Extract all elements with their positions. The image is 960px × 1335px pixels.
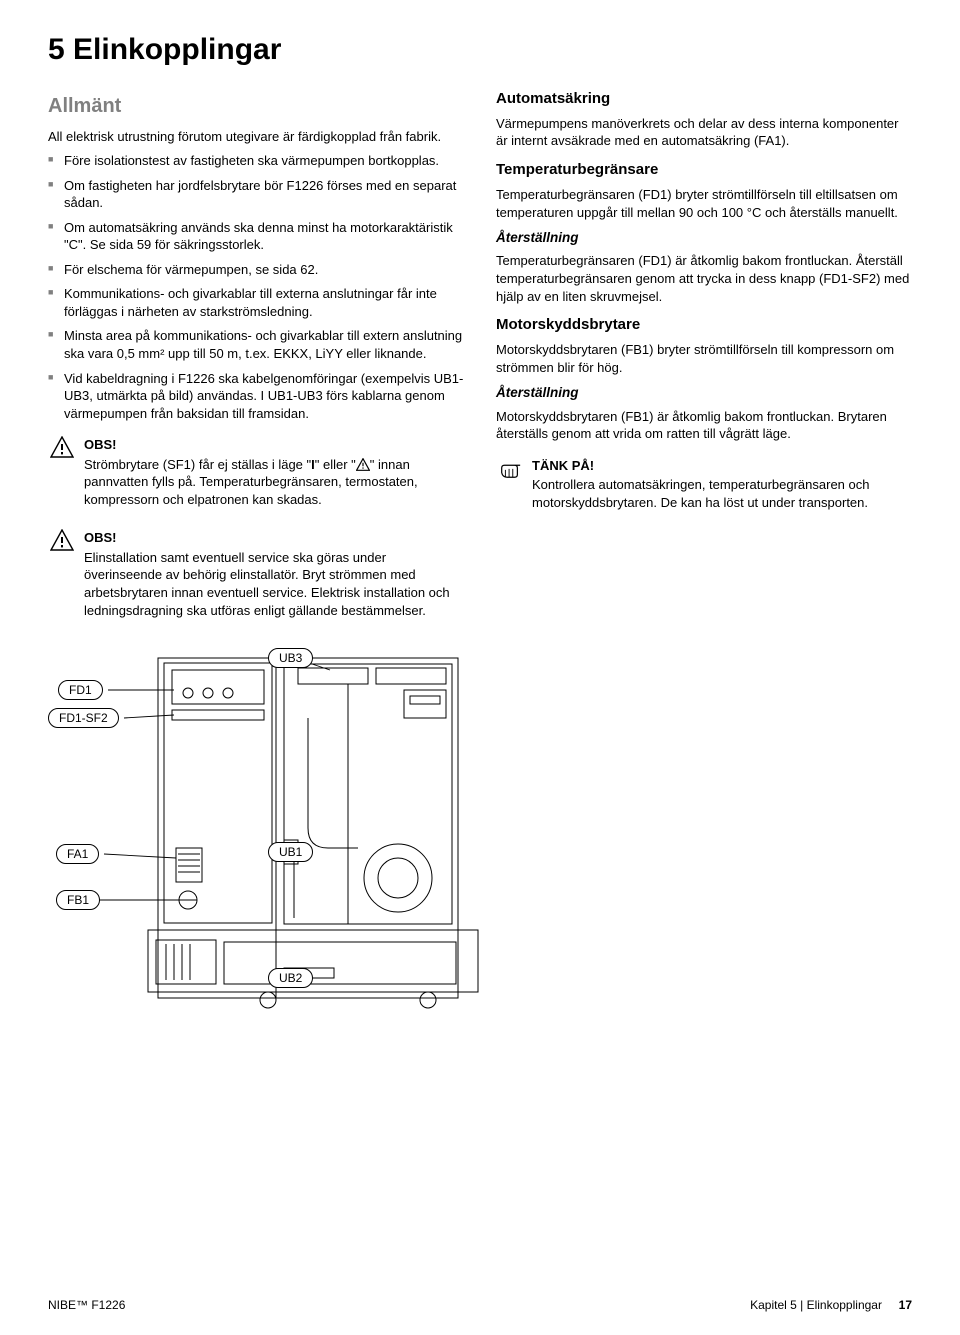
list-item: För elschema för värmepumpen, se sida 62…	[48, 261, 464, 279]
callout-fa1: FA1	[56, 844, 99, 864]
chapter-title-text: Elinkopplingar	[73, 33, 281, 66]
list-item: Minsta area på kommunikations- och givar…	[48, 327, 464, 362]
obs-box-1: OBS! Strömbrytare (SF1) får ej ställas i…	[48, 436, 464, 515]
list-item: Om fastigheten har jordfelsbrytare bör F…	[48, 177, 464, 212]
list-item: Före isolationstest av fastigheten ska v…	[48, 152, 464, 170]
content-columns: Allmänt All elektrisk utrustning förutom…	[48, 89, 912, 637]
tip-title: TÄNK PÅ!	[532, 457, 910, 475]
intro-paragraph: All elektrisk utrustning förutom utegiva…	[48, 128, 464, 146]
footer-page-number: 17	[899, 1298, 912, 1312]
pointing-hand-icon	[498, 457, 522, 479]
tip-box: TÄNK PÅ! Kontrollera automatsäkringen, t…	[496, 457, 912, 519]
footer-chapter: Kapitel 5 | Elinkopplingar	[750, 1298, 882, 1312]
callout-ub1: UB1	[268, 842, 313, 862]
wiring-diagram: FD1 FD1-SF2 FA1 FB1 UB3 UB1 UB2	[48, 648, 912, 1018]
obs-body: OBS! Strömbrytare (SF1) får ej ställas i…	[84, 436, 462, 515]
tip-text: Kontrollera automatsäkringen, temperatur…	[532, 476, 910, 511]
heading-motorskyddsbrytare: Motorskyddsbrytare	[496, 315, 912, 335]
obs-text: Elinstallation samt eventuell service sk…	[84, 549, 462, 619]
bullet-list: Före isolationstest av fastigheten ska v…	[48, 152, 464, 422]
tip-body: TÄNK PÅ! Kontrollera automatsäkringen, t…	[532, 457, 910, 519]
heading-automatsakring: Automatsäkring	[496, 89, 912, 109]
obs-text-b: " eller "	[315, 457, 356, 472]
obs-text-a: Strömbrytare (SF1) får ej ställas i läge…	[84, 457, 311, 472]
paragraph: Värmepumpens manöverkrets och delar av d…	[496, 115, 912, 150]
callout-fd1: FD1	[58, 680, 103, 700]
heading-temperaturbegransare: Temperaturbegränsare	[496, 160, 912, 180]
paragraph: Motorskyddsbrytaren (FB1) bryter strömti…	[496, 341, 912, 376]
obs-title: OBS!	[84, 529, 462, 547]
page-title: 5 Elinkopplingar	[48, 30, 912, 71]
list-item: Om automatsäkring används ska denna mins…	[48, 219, 464, 254]
page-footer: NIBE™ F1226 Kapitel 5 | Elinkopplingar 1…	[48, 1297, 912, 1313]
device-line-drawing	[48, 648, 548, 1018]
footer-chapter-page: Kapitel 5 | Elinkopplingar 17	[750, 1297, 912, 1313]
right-column: Automatsäkring Värmepumpens manöverkrets…	[496, 89, 912, 637]
section-allmant: Allmänt	[48, 93, 464, 120]
list-item: Vid kabeldragning i F1226 ska kabelgenom…	[48, 370, 464, 423]
footer-model: NIBE™ F1226	[48, 1297, 125, 1313]
heading-aterstallning-2: Återställning	[496, 384, 912, 402]
paragraph: Temperaturbegränsaren (FD1) bryter ström…	[496, 186, 912, 221]
warning-icon	[50, 436, 74, 458]
warning-icon	[50, 529, 74, 551]
obs-title: OBS!	[84, 436, 462, 454]
callout-fd1-sf2: FD1-SF2	[48, 708, 119, 728]
obs-text: Strömbrytare (SF1) får ej ställas i läge…	[84, 456, 462, 509]
callout-ub2: UB2	[268, 968, 313, 988]
list-item: Kommunikations- och givarkablar till ext…	[48, 285, 464, 320]
paragraph: Motorskyddsbrytaren (FB1) är åtkomlig ba…	[496, 408, 912, 443]
callout-fb1: FB1	[56, 890, 100, 910]
triangle-warning-icon	[356, 458, 370, 471]
chapter-number: 5	[48, 33, 65, 66]
obs-body: OBS! Elinstallation samt eventuell servi…	[84, 529, 462, 626]
obs-box-2: OBS! Elinstallation samt eventuell servi…	[48, 529, 464, 626]
left-column: Allmänt All elektrisk utrustning förutom…	[48, 89, 464, 637]
callout-ub3: UB3	[268, 648, 313, 668]
paragraph: Temperaturbegränsaren (FD1) är åtkomlig …	[496, 252, 912, 305]
heading-aterstallning: Återställning	[496, 229, 912, 247]
